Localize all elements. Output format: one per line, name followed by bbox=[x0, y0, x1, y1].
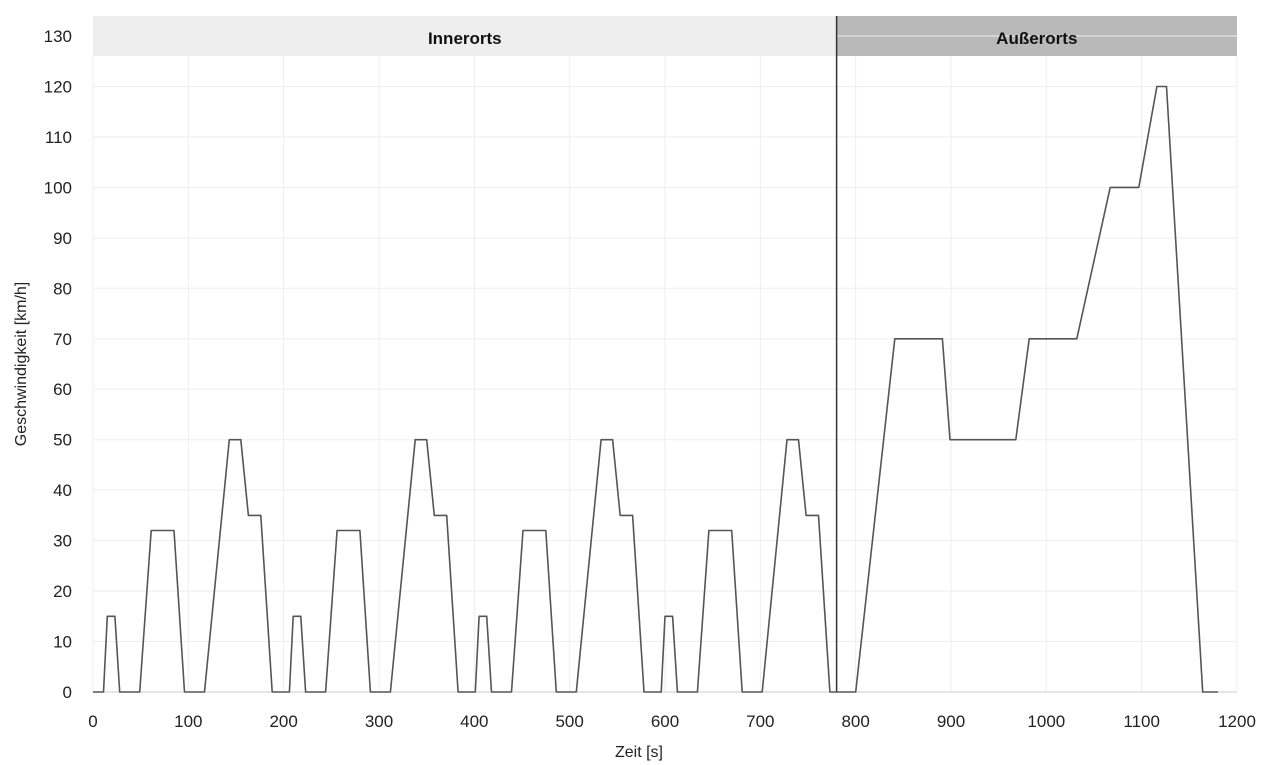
region-labels: Innerorts Außerorts bbox=[428, 29, 1077, 48]
series-group bbox=[93, 85, 1218, 693]
y-tick-label-9: 90 bbox=[53, 229, 72, 248]
series-line-0 bbox=[93, 85, 1218, 693]
x-tick-label-1: 100 bbox=[174, 712, 202, 731]
x-tick-label-6: 600 bbox=[651, 712, 679, 731]
y-axis-label: Geschwindigkeit [km/h] bbox=[13, 282, 30, 447]
x-tick-label-0: 0 bbox=[88, 712, 97, 731]
region-label-0: Innerorts bbox=[428, 29, 502, 48]
y-tick-label-1: 10 bbox=[53, 633, 72, 652]
x-tick-label-2: 200 bbox=[269, 712, 297, 731]
x-tick-label-12: 1200 bbox=[1218, 712, 1256, 731]
y-tick-label-5: 50 bbox=[53, 431, 72, 450]
x-tick-label-4: 400 bbox=[460, 712, 488, 731]
y-tick-label-10: 100 bbox=[44, 178, 72, 197]
y-tick-label-7: 70 bbox=[53, 330, 72, 349]
y-tick-label-0: 0 bbox=[63, 683, 72, 702]
x-tick-label-3: 300 bbox=[365, 712, 393, 731]
y-tick-label-11: 110 bbox=[45, 128, 72, 147]
y-tick-label-8: 80 bbox=[53, 279, 72, 298]
region-label-1: Außerorts bbox=[996, 29, 1077, 48]
x-tick-label-9: 900 bbox=[937, 712, 965, 731]
x-tick-label-5: 500 bbox=[555, 712, 583, 731]
y-tick-label-6: 60 bbox=[53, 380, 72, 399]
y-tick-label-12: 120 bbox=[44, 77, 72, 96]
x-tick-label-8: 800 bbox=[841, 712, 869, 731]
x-tick-label-10: 1000 bbox=[1027, 712, 1065, 731]
y-tick-labels: 0 10 20 30 40 50 60 70 80 90 100 110 120 130 bbox=[44, 27, 72, 702]
x-axis-label: Zeit [s] bbox=[615, 744, 663, 761]
x-tick-label-7: 700 bbox=[746, 712, 774, 731]
x-tick-label-11: 1100 bbox=[1123, 712, 1160, 731]
y-tick-label-4: 40 bbox=[53, 481, 72, 500]
grid bbox=[92, 35, 1238, 693]
y-tick-label-2: 20 bbox=[53, 582, 72, 601]
y-tick-label-3: 30 bbox=[53, 532, 72, 551]
y-tick-label-13: 130 bbox=[44, 27, 72, 46]
x-tick-labels: 0 100 200 300 400 500 600 700 800 900 1000 1100 1200 bbox=[88, 712, 1256, 731]
